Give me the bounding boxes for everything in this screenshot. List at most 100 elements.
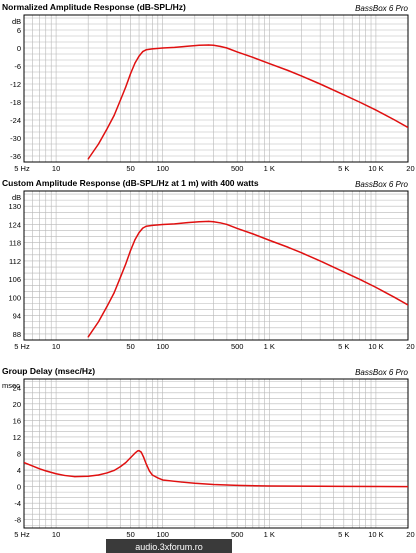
x-tick-label: 100 (156, 164, 169, 173)
y-tick-label: 0 (17, 483, 21, 492)
chart-panel-1: Normalized Amplitude Response (dB-SPL/Hz… (2, 2, 416, 173)
curve-point (125, 86, 127, 88)
curve-point (142, 227, 144, 229)
curve-point (226, 47, 228, 49)
y-tick-label: 124 (8, 220, 21, 229)
x-tick-label: 100 (156, 342, 169, 351)
curve-point (300, 75, 302, 77)
y-tick-label: 4 (17, 466, 21, 475)
x-tick-label: 10 K (368, 530, 383, 539)
curve-point (151, 224, 153, 226)
curve-point (119, 466, 121, 468)
y-tick-label: -30 (10, 134, 21, 143)
y-tick-label: 16 (13, 416, 21, 425)
curve-point (151, 48, 153, 50)
y-tick-label: -36 (10, 152, 21, 161)
curve-point (138, 232, 140, 234)
watermark-text: audio.3xforum.ro (135, 542, 203, 552)
y-tick-label: 130 (8, 202, 21, 211)
curve-point (358, 101, 360, 103)
y-tick-label: 20 (13, 400, 21, 409)
curve-point (31, 465, 34, 467)
curve-point (97, 474, 100, 476)
x-tick-label: 100 (156, 530, 169, 539)
curve-point (74, 476, 76, 478)
curve-point (186, 222, 188, 224)
curve-point (87, 158, 89, 160)
curve-point (407, 304, 408, 306)
curve-point (319, 83, 321, 85)
curve-point (130, 457, 132, 459)
curve-point (180, 481, 183, 483)
curve-point (174, 46, 176, 49)
curve-point (113, 469, 115, 472)
curve-point (63, 474, 66, 477)
curve-point (145, 225, 147, 227)
curve-point (125, 263, 127, 265)
curve-point (287, 246, 289, 248)
x-tick-label: 5 K (338, 342, 349, 351)
curve-point (162, 223, 164, 226)
y-tick-label: 6 (17, 26, 21, 35)
y-tick-label: -12 (10, 80, 21, 89)
curve-point (220, 222, 222, 224)
curve-point (407, 126, 408, 129)
curve-point (208, 220, 210, 223)
y-unit-label: dB (12, 193, 21, 202)
curve-point (24, 462, 25, 464)
x-tick-label: 20 K (406, 342, 416, 351)
x-tick-label: 5 Hz (14, 530, 30, 539)
curve-point (119, 99, 121, 102)
curve-point (252, 56, 254, 58)
curve-point (130, 72, 132, 75)
curve-point (38, 468, 41, 470)
y-tick-label: -24 (10, 116, 21, 125)
curve-point (138, 55, 140, 57)
chart-brand: BassBox 6 Pro (355, 4, 408, 13)
chart-panel-3: Group Delay (msec/Hz) BassBox 6 Pro msec24… (2, 366, 416, 539)
x-tick-label: 50 (126, 164, 134, 173)
curve-point (287, 69, 289, 72)
curve-point (106, 305, 108, 308)
curve-point (113, 292, 115, 294)
curve-point (136, 450, 139, 452)
curve-point (300, 252, 302, 254)
curve-point (212, 44, 215, 46)
curve-point (151, 474, 153, 476)
y-tick-label: -18 (10, 98, 21, 107)
curve-point (268, 239, 270, 241)
chart-brand: BassBox 6 Pro (355, 180, 408, 189)
curve-point (134, 239, 136, 241)
curve-point (125, 462, 127, 464)
y-tick-label: 24 (13, 383, 21, 392)
curve-point (134, 452, 136, 454)
curve-point (140, 451, 142, 453)
curve-point (157, 477, 159, 479)
y-tick-label: -6 (14, 62, 21, 71)
curve-point (236, 484, 238, 486)
curve-point (319, 260, 321, 262)
chart-title: Normalized Amplitude Response (dB-SPL/Hz… (2, 2, 186, 12)
curve-point (119, 277, 121, 279)
curve-point (97, 143, 100, 145)
curve-point (394, 119, 396, 121)
curve-point (186, 45, 188, 47)
curve-point (142, 456, 145, 458)
plot-area (24, 191, 408, 340)
y-tick-label: 112 (9, 257, 21, 266)
curve-point (343, 485, 345, 488)
curve-point (394, 296, 396, 299)
chart-title: Custom Amplitude Response (dB-SPL/Hz at … (2, 178, 259, 188)
curve-point (145, 49, 147, 51)
plot-area (24, 15, 408, 162)
curve-point (236, 51, 238, 53)
curve-point (220, 45, 222, 48)
curve-point (97, 321, 100, 323)
curve-point (358, 278, 360, 280)
x-tick-label: 10 (52, 164, 60, 173)
curve-point (194, 482, 196, 484)
x-tick-label: 10 (52, 530, 60, 539)
curve-point (134, 62, 136, 64)
curve-point (212, 483, 215, 486)
